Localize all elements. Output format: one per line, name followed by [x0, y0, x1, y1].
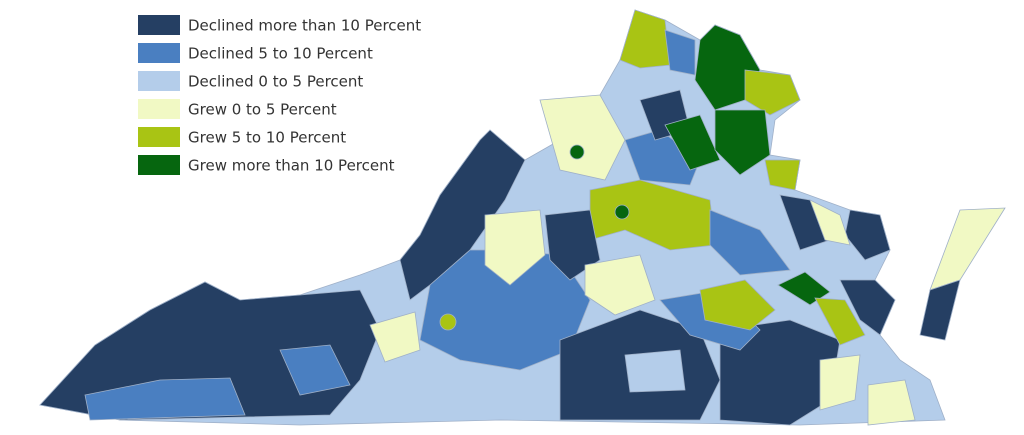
region	[844, 209, 891, 261]
region	[809, 199, 851, 246]
legend-label: Grew more than 10 Percent	[188, 157, 395, 175]
region	[867, 379, 916, 426]
region	[919, 279, 961, 341]
legend-swatch	[138, 127, 180, 147]
region	[744, 69, 801, 116]
legend-swatch	[138, 71, 180, 91]
region	[569, 144, 585, 160]
region	[699, 279, 776, 331]
legend-swatch	[138, 99, 180, 119]
legend-swatch	[138, 43, 180, 63]
legend-label: Declined more than 10 Percent	[188, 17, 421, 35]
region	[929, 207, 1006, 291]
region	[84, 377, 246, 421]
region	[484, 209, 546, 286]
region	[439, 313, 457, 331]
region	[614, 204, 630, 220]
legend-label: Grew 0 to 5 Percent	[188, 101, 337, 119]
virginia-map	[39, 9, 1006, 426]
region	[624, 349, 686, 393]
region	[839, 279, 896, 336]
region	[664, 29, 696, 76]
legend-swatch	[138, 155, 180, 175]
region	[279, 344, 351, 396]
region	[709, 209, 791, 276]
region	[539, 94, 626, 181]
legend-swatch	[138, 15, 180, 35]
legend-label: Grew 5 to 10 Percent	[188, 129, 346, 147]
region	[584, 254, 656, 316]
region	[764, 159, 801, 191]
region	[399, 129, 526, 301]
region	[369, 311, 421, 363]
region	[664, 114, 721, 171]
region	[777, 271, 831, 306]
region	[814, 297, 866, 346]
legend-label: Declined 0 to 5 Percent	[188, 73, 363, 91]
region	[39, 281, 381, 421]
region	[619, 9, 671, 69]
region	[819, 354, 861, 411]
legend-label: Declined 5 to 10 Percent	[188, 45, 373, 63]
legend: Declined more than 10 Percent Declined 5 …	[138, 15, 421, 175]
region	[714, 109, 771, 176]
